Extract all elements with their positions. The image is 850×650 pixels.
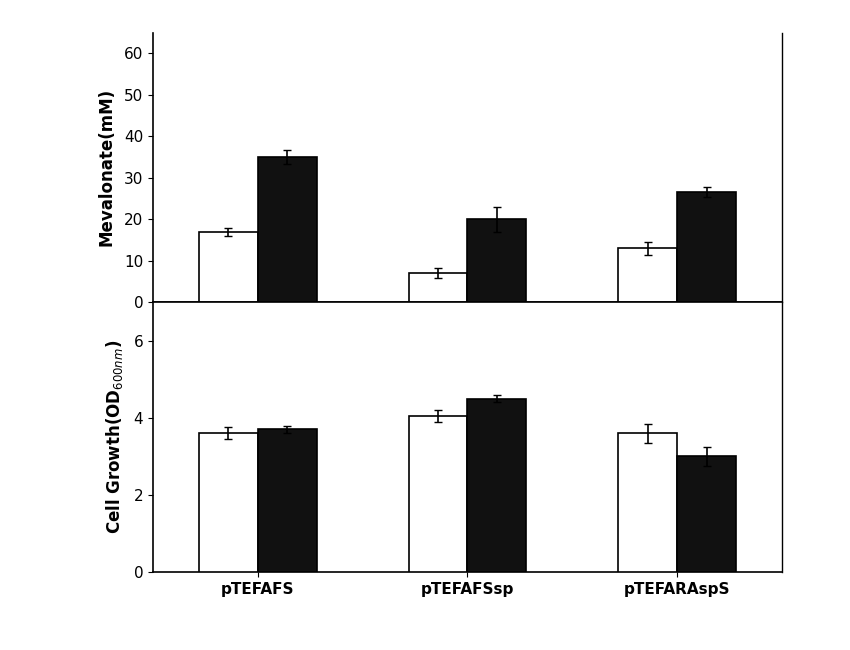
Bar (468, 219, 526, 302)
Bar (468, 398, 526, 572)
Bar (619, 434, 677, 572)
Bar (677, 456, 736, 572)
Y-axis label: Mevalonate(mM): Mevalonate(mM) (98, 88, 116, 246)
Bar (409, 416, 468, 572)
Bar (258, 430, 316, 572)
Bar (199, 231, 258, 302)
Bar (199, 434, 258, 572)
Bar (677, 192, 736, 302)
Bar (409, 273, 468, 302)
Y-axis label: Cell Growth(OD$_{600nm}$): Cell Growth(OD$_{600nm}$) (105, 340, 125, 534)
Bar (619, 248, 677, 302)
Bar (258, 157, 316, 302)
